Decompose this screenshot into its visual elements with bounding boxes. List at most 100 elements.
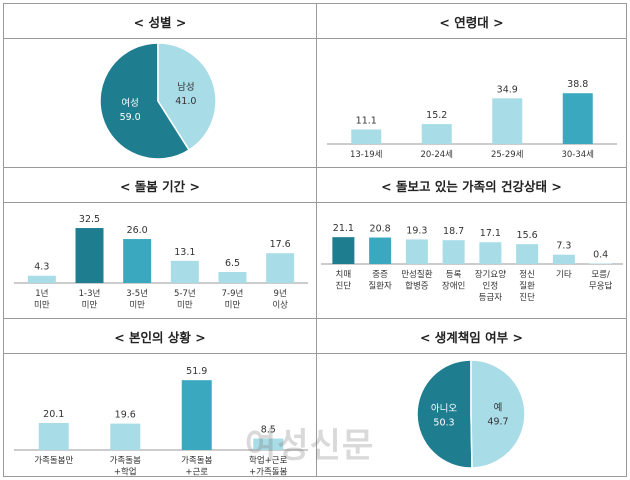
- slice-label: 예: [494, 403, 503, 414]
- x-tick-label: 중증: [372, 270, 388, 280]
- panel-situation: < 본인의 상황 > 20.1 가족돌봄만 19.6 가족돌봄 +학업 51.9 가족돌봄 +…: [3, 318, 317, 477]
- bar: [110, 423, 141, 450]
- x-tick-label: 7-9년: [222, 288, 244, 299]
- data-label: 51.9: [186, 366, 207, 377]
- data-label: 34.9: [497, 84, 518, 95]
- bar: [253, 438, 284, 450]
- bar: [492, 98, 523, 144]
- bar: [332, 237, 355, 264]
- x-tick-label: 이상: [272, 300, 288, 311]
- data-label: 8.5: [261, 425, 276, 436]
- bar: [123, 239, 152, 283]
- x-tick-label: 가족돌봄: [110, 456, 141, 466]
- x-tick-label: 정신: [519, 269, 535, 280]
- x-tick-label: 30-34세: [561, 150, 594, 160]
- x-tick-label: 진단: [336, 281, 352, 292]
- data-label: 21.1: [333, 223, 354, 234]
- slice-label: 남성: [177, 82, 194, 93]
- x-tick-label: 무응답: [589, 281, 613, 292]
- x-tick-label: 가족돌봄: [181, 456, 212, 466]
- data-label: 17.6: [270, 239, 291, 250]
- x-tick-label: 13-19세: [350, 150, 383, 160]
- x-tick-label: 치매: [336, 270, 352, 280]
- data-label: 17.1: [480, 228, 501, 239]
- x-tick-label: 등급자: [479, 293, 503, 303]
- gender-pie-chart: 여성 59.0 남성 41.0: [99, 42, 217, 160]
- x-tick-label: 미만: [82, 301, 98, 311]
- bar: [562, 93, 593, 144]
- bar: [421, 124, 452, 144]
- data-label: 19.3: [406, 225, 427, 236]
- x-tick-label: 학업+근로: [249, 455, 288, 466]
- x-tick-label: 질환자: [368, 281, 392, 292]
- slice-label: 여성: [121, 97, 138, 109]
- x-tick-label: 미만: [177, 301, 193, 311]
- bar: [479, 242, 502, 264]
- panel-period: < 돌봄 기간 > 4.3 1년 미만 32.5 1-3년 미만 26.0 3-5년 미만 13.…: [3, 167, 317, 319]
- bar: [589, 263, 612, 264]
- data-label: 15.6: [517, 230, 538, 241]
- data-label: 4.3: [34, 262, 49, 273]
- x-tick-label: +근로: [185, 468, 208, 477]
- x-tick-label: 모름/: [591, 270, 610, 280]
- bar: [369, 237, 392, 264]
- data-label: 26.0: [127, 225, 148, 236]
- slice-value: 41.0: [175, 96, 196, 107]
- x-tick-label: 1-3년: [79, 288, 101, 299]
- bar: [218, 272, 247, 283]
- x-tick-label: 만성질환: [401, 269, 432, 280]
- data-label: 6.5: [225, 258, 240, 269]
- x-tick-label: 가족돌봄만: [34, 456, 73, 466]
- situation-bar-chart: 20.1가족돌봄만19.6가족돌봄+학업51.9가족돌봄+근로8.5학업+근로+…: [14, 366, 308, 477]
- panel-title: < 성별 >: [4, 4, 316, 39]
- slice-value: 59.0: [120, 112, 141, 123]
- x-tick-label: 3-5년: [126, 288, 148, 299]
- bar: [75, 228, 104, 283]
- panel-title: < 연령대 >: [317, 4, 626, 39]
- bar: [351, 129, 382, 144]
- x-tick-label: 미만: [34, 301, 50, 311]
- x-tick-label: 장애인: [442, 281, 465, 292]
- panel-title: < 본인의 상황 >: [4, 319, 316, 354]
- x-tick-label: 9년: [274, 288, 287, 299]
- pie-slice: [157, 42, 217, 152]
- data-label: 20.1: [43, 409, 64, 420]
- x-tick-label: 5-7년: [174, 288, 196, 299]
- x-tick-label: 미만: [225, 301, 241, 311]
- panel-title: < 생계책임 여부 >: [317, 319, 626, 354]
- bar: [405, 239, 428, 264]
- x-tick-label: 기타: [556, 270, 572, 280]
- x-tick-label: 장기요양: [475, 269, 506, 280]
- data-label: 11.1: [356, 115, 377, 126]
- bar: [442, 240, 465, 264]
- data-label: 20.8: [370, 224, 391, 235]
- data-label: 32.5: [79, 214, 100, 225]
- pie-slice: [470, 359, 526, 469]
- x-tick-label: 합병증: [405, 282, 429, 292]
- x-tick-label: +학업: [114, 467, 137, 477]
- x-tick-label: 등록: [446, 270, 462, 280]
- data-label: 7.3: [556, 241, 571, 252]
- data-label: 38.8: [567, 79, 588, 90]
- x-tick-label: 질환: [519, 281, 535, 292]
- bar: [516, 244, 539, 264]
- slice-value: 50.3: [433, 417, 454, 428]
- breadwinner-pie-chart: 아니오 50.3 예 49.7: [416, 359, 526, 469]
- x-tick-label: 미만: [129, 301, 145, 311]
- panel-breadwinner: < 생계책임 여부 > 아니오 50.3 예 49.7: [316, 318, 627, 477]
- x-tick-label: 25-29세: [491, 150, 524, 160]
- pie-slice: [416, 359, 473, 469]
- x-tick-label: 20-24세: [420, 150, 453, 160]
- panel-title: < 돌보고 있는 가족의 건강상태 >: [317, 168, 626, 203]
- bar: [170, 260, 199, 283]
- bar: [181, 380, 212, 450]
- bar: [266, 253, 295, 283]
- pie-slice: [99, 42, 191, 160]
- x-tick-label: 1년: [35, 288, 48, 299]
- bar: [27, 275, 56, 283]
- slice-value: 49.7: [487, 417, 508, 428]
- x-tick-label: +가족돌봄: [249, 468, 288, 477]
- data-label: 15.2: [426, 110, 447, 121]
